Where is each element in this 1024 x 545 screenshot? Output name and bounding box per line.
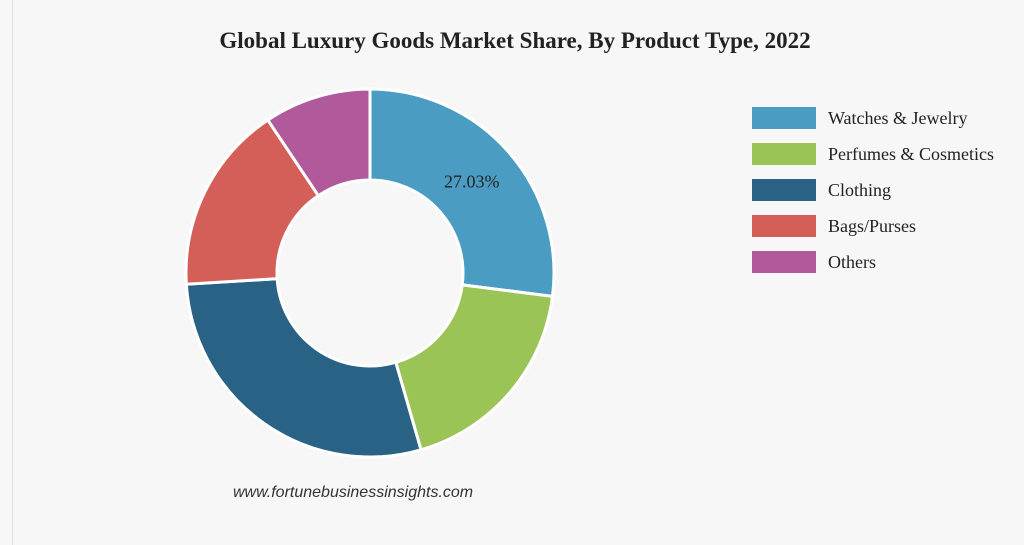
data-label-watches-jewelry: 27.03% <box>444 172 500 192</box>
legend-label: Others <box>828 251 876 272</box>
legend-label: Perfumes & Cosmetics <box>828 143 994 164</box>
legend-swatch <box>752 179 816 201</box>
legend-item-others[interactable]: Others <box>752 244 994 280</box>
legend-item-bags-purses[interactable]: Bags/Purses <box>752 208 994 244</box>
legend-swatch <box>752 143 816 165</box>
legend-item-perfumes-cosmetics[interactable]: Perfumes & Cosmetics <box>752 136 994 172</box>
legend-label: Clothing <box>828 179 892 200</box>
donut-labels: 27.03% <box>444 172 500 192</box>
legend-swatch <box>752 251 816 273</box>
slice-watches-jewelry[interactable] <box>368 87 556 299</box>
legend-label: Watches & Jewelry <box>828 107 968 128</box>
slice-others[interactable] <box>265 87 372 198</box>
legend-label: Bags/Purses <box>828 215 917 236</box>
donut-slices <box>184 87 556 459</box>
slice-perfumes-cosmetics[interactable] <box>393 283 555 452</box>
chart-legend: Watches & Jewelry Perfumes & Cosmetics Clo… <box>752 100 994 280</box>
slice-clothing[interactable] <box>184 277 423 459</box>
legend-swatch <box>752 107 816 129</box>
legend-item-clothing[interactable]: Clothing <box>752 172 994 208</box>
legend-item-watches-jewelry[interactable]: Watches & Jewelry <box>752 100 994 136</box>
chart-title: Global Luxury Goods Market Share, By Pro… <box>219 28 811 53</box>
source-credit: www.fortunebusinessinsights.com <box>233 484 474 501</box>
legend-swatch <box>752 215 816 237</box>
